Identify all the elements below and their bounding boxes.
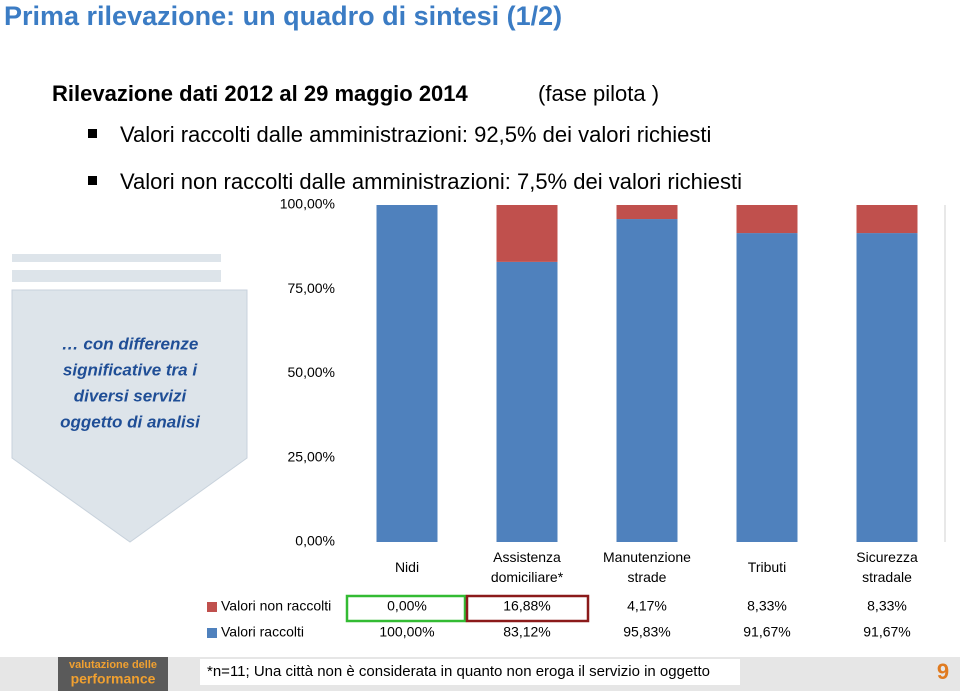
arrow-text: oggetto di analisi <box>60 412 201 431</box>
legend-swatch <box>207 628 217 638</box>
table-value: 100,00% <box>379 624 434 640</box>
table-value: 8,33% <box>747 598 787 614</box>
bullet-square <box>88 129 97 138</box>
bar-segment <box>856 233 918 543</box>
highlight-box <box>465 594 590 623</box>
logo-text: valutazione delle <box>69 659 157 671</box>
arrow-stripe <box>12 254 221 262</box>
bar-segment <box>616 205 678 220</box>
y-tick-label: 0,00% <box>295 533 335 549</box>
table-value: 91,67% <box>863 624 910 640</box>
table-value: 16,88% <box>503 598 550 614</box>
arrow-text: … con differenze <box>62 334 199 353</box>
logo-text: performance <box>71 671 156 687</box>
bar-segment <box>376 205 438 542</box>
arrow <box>11 289 248 543</box>
table-value: 91,67% <box>743 624 790 640</box>
bar-segment <box>616 219 678 542</box>
page-number: 9 <box>937 659 949 684</box>
y-tick-label: 25,00% <box>288 448 335 464</box>
bullet-text: Valori raccolti dalle amministrazioni: 9… <box>120 122 711 147</box>
bullet-text: Valori non raccolti dalle amministrazion… <box>120 169 742 194</box>
bar-segment <box>496 205 558 262</box>
bar-segment <box>736 233 798 543</box>
bar-segment <box>736 205 798 234</box>
legend-swatch <box>207 602 217 612</box>
arrow-text: significative tra i <box>63 360 198 379</box>
category-label: Manutenzione strade <box>603 549 691 585</box>
table-value: 83,12% <box>503 624 550 640</box>
y-tick-label: 75,00% <box>288 280 335 296</box>
category-label: Nidi <box>395 559 419 575</box>
y-tick-label: 50,00% <box>288 364 335 380</box>
arrow-stripe <box>12 270 221 282</box>
bullet-square <box>88 176 97 185</box>
arrow-text: diversi servizi <box>74 386 188 405</box>
legend-label: Valori non raccolti <box>221 598 331 614</box>
category-label: Sicurezza stradale <box>856 549 918 585</box>
legend-label: Valori raccolti <box>221 624 304 640</box>
y-tick-label: 100,00% <box>280 196 335 212</box>
table-value: 8,33% <box>867 598 907 614</box>
table-value: 0,00% <box>387 598 427 614</box>
logo-box <box>58 657 168 691</box>
slide-title: Prima rilevazione: un quadro di sintesi … <box>4 1 562 31</box>
table-value: 4,17% <box>627 598 667 614</box>
subtitle-normal: (fase pilota ) <box>538 81 659 106</box>
footnote-box <box>200 659 740 685</box>
category-label: Tributi <box>748 559 786 575</box>
table-value: 95,83% <box>623 624 670 640</box>
footnote: *n=11; Una città non è considerata in qu… <box>207 663 710 680</box>
bar-segment <box>496 261 558 542</box>
subtitle-bold: Rilevazione dati 2012 al 29 maggio 2014 <box>52 81 469 106</box>
highlight-box <box>345 594 467 623</box>
category-label: Assistenza domiciliare* <box>491 549 564 585</box>
bar-segment <box>856 205 918 234</box>
